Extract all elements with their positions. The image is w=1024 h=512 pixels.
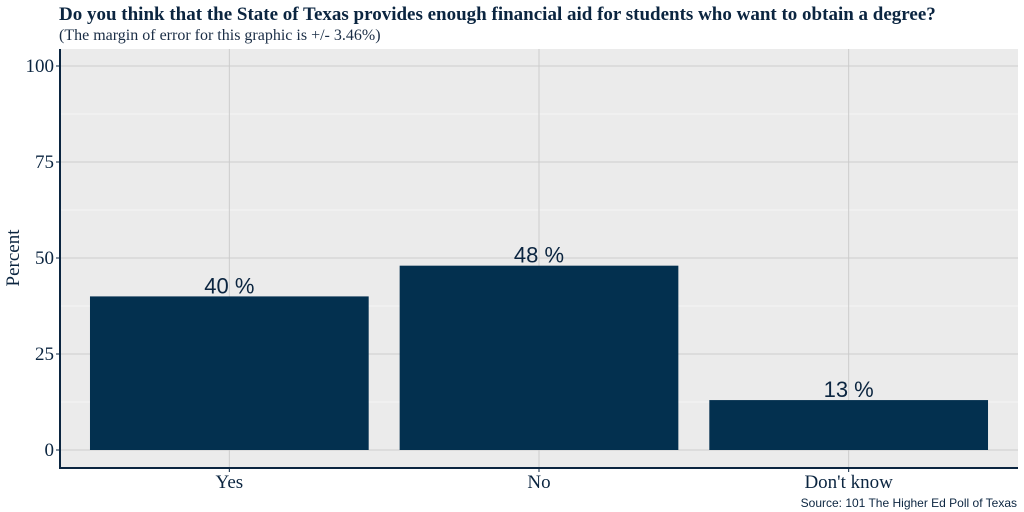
chart-title: Do you think that the State of Texas pro…: [59, 4, 936, 25]
bar-value-label: 13 %: [824, 377, 874, 402]
bar-don-t-know: [709, 400, 989, 450]
bar-value-label: 40 %: [204, 273, 254, 298]
x-tick-labels: Yes No Don't know: [216, 472, 894, 493]
bar-value-label: 48 %: [514, 243, 564, 268]
axes: [56, 49, 1018, 472]
y-tick-label: 50: [35, 248, 54, 269]
y-tick-label: 75: [35, 152, 54, 173]
y-tick-label: 100: [26, 56, 55, 77]
x-tick-label: No: [527, 472, 550, 493]
chart-subtitle: (The margin of error for this graphic is…: [59, 27, 381, 44]
bar-yes: [89, 296, 369, 450]
bar-value-labels: 40 % 48 % 13 %: [204, 243, 873, 402]
y-tick-label: 0: [45, 440, 55, 461]
y-tick-label: 25: [35, 344, 54, 365]
y-tick-labels: 0 25 50 75 100: [26, 56, 55, 461]
x-tick-label: Don't know: [804, 472, 893, 493]
y-axis-label: Percent: [3, 229, 24, 287]
bars-group: [89, 265, 989, 450]
source-note: Source: 101 The Higher Ed Poll of Texas: [801, 496, 1017, 510]
bar-no: [399, 265, 679, 450]
x-tick-label: Yes: [216, 472, 244, 493]
